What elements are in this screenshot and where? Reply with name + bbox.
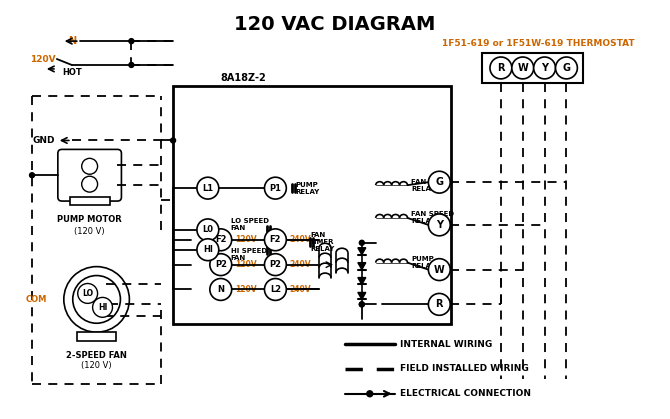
Bar xyxy=(77,332,117,341)
Text: 120 VAC DIAGRAM: 120 VAC DIAGRAM xyxy=(234,16,436,34)
Text: 8A18Z-2: 8A18Z-2 xyxy=(220,73,267,83)
Circle shape xyxy=(171,138,176,143)
Text: 240V: 240V xyxy=(289,285,311,294)
Circle shape xyxy=(555,57,578,79)
Text: 120V: 120V xyxy=(234,260,257,269)
Bar xyxy=(173,86,451,324)
Text: HOT: HOT xyxy=(62,68,82,78)
Text: HI: HI xyxy=(203,245,213,254)
Polygon shape xyxy=(358,263,366,269)
Polygon shape xyxy=(358,277,366,285)
Text: 1F51-619 or 1F51W-619 THERMOSTAT: 1F51-619 or 1F51W-619 THERMOSTAT xyxy=(442,39,635,48)
Circle shape xyxy=(82,158,98,174)
Text: FIELD INSTALLED WIRING: FIELD INSTALLED WIRING xyxy=(399,365,529,373)
Circle shape xyxy=(265,229,286,251)
Text: HI: HI xyxy=(98,303,107,312)
Circle shape xyxy=(359,240,364,245)
Circle shape xyxy=(78,284,98,303)
Text: FAN TIMER
RELAY: FAN TIMER RELAY xyxy=(411,178,454,191)
Circle shape xyxy=(265,279,286,300)
Text: INTERNAL WIRING: INTERNAL WIRING xyxy=(399,340,492,349)
Text: 240V: 240V xyxy=(289,260,311,269)
Text: FAN
TIMER
RELAY: FAN TIMER RELAY xyxy=(310,232,335,252)
Text: 120V: 120V xyxy=(30,54,56,64)
Text: W: W xyxy=(434,265,445,274)
Text: PUMP
RELAY: PUMP RELAY xyxy=(411,256,436,269)
Text: L1: L1 xyxy=(202,184,214,193)
Text: P2: P2 xyxy=(215,260,226,269)
Circle shape xyxy=(428,171,450,193)
Text: COM: COM xyxy=(25,295,47,304)
Text: N: N xyxy=(217,285,224,294)
Text: P2: P2 xyxy=(269,260,281,269)
Text: F2: F2 xyxy=(269,235,281,244)
Text: W: W xyxy=(517,63,528,73)
Circle shape xyxy=(82,176,98,192)
Bar xyxy=(70,197,109,205)
Circle shape xyxy=(359,302,364,307)
Circle shape xyxy=(92,297,113,317)
Circle shape xyxy=(428,293,450,315)
Circle shape xyxy=(197,219,219,241)
Circle shape xyxy=(265,177,286,199)
Circle shape xyxy=(129,62,134,67)
Circle shape xyxy=(359,302,364,307)
Circle shape xyxy=(428,259,450,281)
Circle shape xyxy=(534,57,555,79)
Circle shape xyxy=(29,173,35,178)
Text: R: R xyxy=(436,299,443,309)
Text: LO: LO xyxy=(82,289,93,298)
Text: PUMP
RELAY: PUMP RELAY xyxy=(295,182,320,195)
Text: Y: Y xyxy=(541,63,548,73)
Text: 120V: 120V xyxy=(234,235,257,244)
Text: G: G xyxy=(436,177,444,187)
Text: F2: F2 xyxy=(215,235,226,244)
Polygon shape xyxy=(358,292,366,300)
Text: N: N xyxy=(68,36,76,46)
Text: R: R xyxy=(497,63,505,73)
Circle shape xyxy=(197,239,219,261)
Polygon shape xyxy=(358,248,366,255)
Circle shape xyxy=(210,254,232,276)
Text: Y: Y xyxy=(436,220,443,230)
Circle shape xyxy=(265,254,286,276)
Text: L2: L2 xyxy=(270,285,281,294)
Bar xyxy=(482,53,584,83)
Text: PUMP MOTOR: PUMP MOTOR xyxy=(57,215,122,224)
Text: LO SPEED
FAN: LO SPEED FAN xyxy=(230,218,269,231)
Text: ELECTRICAL CONNECTION: ELECTRICAL CONNECTION xyxy=(399,389,531,398)
Text: 240V: 240V xyxy=(289,235,311,244)
FancyBboxPatch shape xyxy=(58,150,121,201)
Text: HI SPEED
FAN: HI SPEED FAN xyxy=(230,248,267,261)
Text: L0: L0 xyxy=(202,225,213,234)
Text: (120 V): (120 V) xyxy=(74,227,105,236)
Text: 2-SPEED FAN: 2-SPEED FAN xyxy=(66,351,127,360)
Circle shape xyxy=(490,57,512,79)
Circle shape xyxy=(512,57,534,79)
Text: (120 V): (120 V) xyxy=(81,361,112,370)
Circle shape xyxy=(210,279,232,300)
Circle shape xyxy=(366,391,373,397)
Text: FAN SPEED
RELAY: FAN SPEED RELAY xyxy=(411,212,455,225)
Circle shape xyxy=(428,214,450,236)
Text: 120V: 120V xyxy=(234,285,257,294)
Circle shape xyxy=(129,39,134,44)
Circle shape xyxy=(210,229,232,251)
Text: G: G xyxy=(562,63,570,73)
Text: P1: P1 xyxy=(269,184,281,193)
Circle shape xyxy=(197,177,219,199)
Text: GND: GND xyxy=(32,136,54,145)
